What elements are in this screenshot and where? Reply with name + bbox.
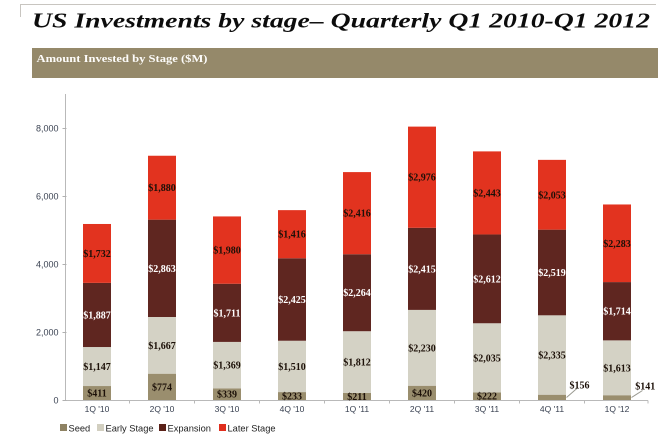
svg-text:$2,976: $2,976 [408,173,436,184]
svg-text:$211: $211 [347,392,366,403]
svg-text:$339: $339 [217,390,237,401]
svg-text:Expansion: Expansion [168,424,211,434]
svg-text:$2,519: $2,519 [538,268,566,279]
svg-text:$1,887: $1,887 [83,310,111,321]
svg-text:$774: $774 [152,382,172,393]
svg-text:0: 0 [53,396,58,406]
svg-text:$2,612: $2,612 [473,274,501,285]
svg-text:$1,667: $1,667 [148,341,176,352]
svg-text:$156: $156 [570,381,590,392]
svg-text:$2,443: $2,443 [473,188,501,199]
svg-text:8,000: 8,000 [36,124,59,134]
svg-text:Later Stage: Later Stage [228,424,276,434]
svg-text:$1,714: $1,714 [603,307,631,318]
svg-text:1Q '10: 1Q '10 [85,404,110,414]
svg-text:4Q '11: 4Q '11 [540,404,564,414]
svg-text:1Q '12: 1Q '12 [605,404,630,414]
svg-text:$141: $141 [635,382,655,393]
svg-text:$2,863: $2,863 [148,264,176,275]
svg-text:2Q '11: 2Q '11 [410,404,434,414]
svg-text:$1,416: $1,416 [278,230,306,241]
svg-text:4,000: 4,000 [36,260,59,270]
svg-text:$1,613: $1,613 [603,363,631,374]
svg-text:$420: $420 [412,388,432,399]
svg-text:6,000: 6,000 [36,192,59,202]
svg-text:Seed: Seed [69,424,91,434]
svg-text:US Investments by stage– Quart: US Investments by stage– Quarterly Q1 20… [32,9,651,33]
svg-text:$1,369: $1,369 [213,361,241,372]
svg-text:Early Stage: Early Stage [106,424,154,434]
svg-text:4Q '10: 4Q '10 [280,404,305,414]
svg-text:$2,425: $2,425 [278,295,306,306]
svg-text:$2,035: $2,035 [473,353,501,364]
svg-text:3Q '10: 3Q '10 [215,404,240,414]
svg-text:$2,230: $2,230 [408,343,436,354]
svg-text:$1,980: $1,980 [213,246,241,257]
svg-text:$2,416: $2,416 [343,209,371,220]
svg-text:$1,147: $1,147 [83,362,111,373]
svg-text:$2,283: $2,283 [603,239,631,250]
svg-text:$2,053: $2,053 [538,190,566,201]
svg-text:$2,335: $2,335 [538,351,566,362]
svg-text:$1,510: $1,510 [278,362,306,373]
svg-text:$2,264: $2,264 [343,288,371,299]
svg-text:$222: $222 [477,392,497,403]
svg-text:2,000: 2,000 [36,328,59,338]
svg-text:3Q '11: 3Q '11 [475,404,499,414]
svg-text:$2,415: $2,415 [408,264,436,275]
svg-text:$1,812: $1,812 [343,358,371,369]
svg-text:$1,732: $1,732 [83,249,111,260]
svg-text:2Q '10: 2Q '10 [150,404,175,414]
svg-text:Amount Invested by Stage ($M): Amount Invested by Stage ($M) [37,53,208,65]
svg-text:$233: $233 [282,392,302,403]
svg-text:1Q '11: 1Q '11 [345,404,369,414]
svg-text:$411: $411 [87,389,106,400]
svg-text:$1,880: $1,880 [148,183,176,194]
svg-text:$1,711: $1,711 [214,308,241,319]
